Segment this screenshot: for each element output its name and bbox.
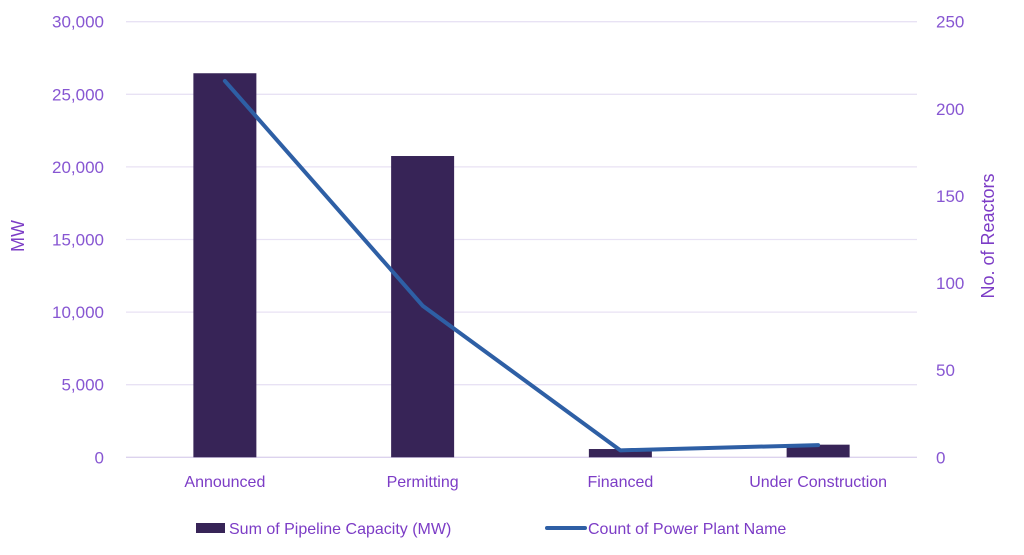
legend-line-label[interactable]: Count of Power Plant Name <box>588 521 786 538</box>
left-axis-tick-label: 10,000 <box>52 303 104 322</box>
right-axis-title: No. of Reactors <box>978 173 998 298</box>
category-label-under-construction: Under Construction <box>749 474 887 491</box>
left-axis-tick-label: 30,000 <box>52 13 104 32</box>
bar-financed[interactable] <box>588 449 652 458</box>
left-axis-tick-label: 20,000 <box>52 158 104 177</box>
right-axis-tick-label: 50 <box>936 361 955 380</box>
right-axis-tick-label: 100 <box>936 274 964 293</box>
left-axis-tick-label: 5,000 <box>61 376 104 395</box>
right-axis-tick-label: 200 <box>936 100 964 119</box>
category-label-permitting: Permitting <box>387 474 459 491</box>
left-axis-tick-label: 25,000 <box>52 85 104 104</box>
right-axis-tick-label: 150 <box>936 187 964 206</box>
count-line[interactable] <box>222 78 821 453</box>
left-axis-title: MW <box>8 220 28 252</box>
legend-bar-label[interactable]: Sum of Pipeline Capacity (MW) <box>229 521 451 538</box>
bar-announced[interactable] <box>193 73 257 458</box>
category-label-announced: Announced <box>184 474 265 491</box>
left-axis-tick-label: 0 <box>95 448 104 467</box>
left-axis-tick-label: 15,000 <box>52 231 104 250</box>
right-axis-tick-label: 0 <box>936 448 945 467</box>
bar-under-construction[interactable] <box>786 444 850 458</box>
legend-bar-swatch[interactable] <box>196 523 225 533</box>
category-label-financed: Financed <box>587 474 653 491</box>
right-axis-tick-label: 250 <box>936 13 964 32</box>
